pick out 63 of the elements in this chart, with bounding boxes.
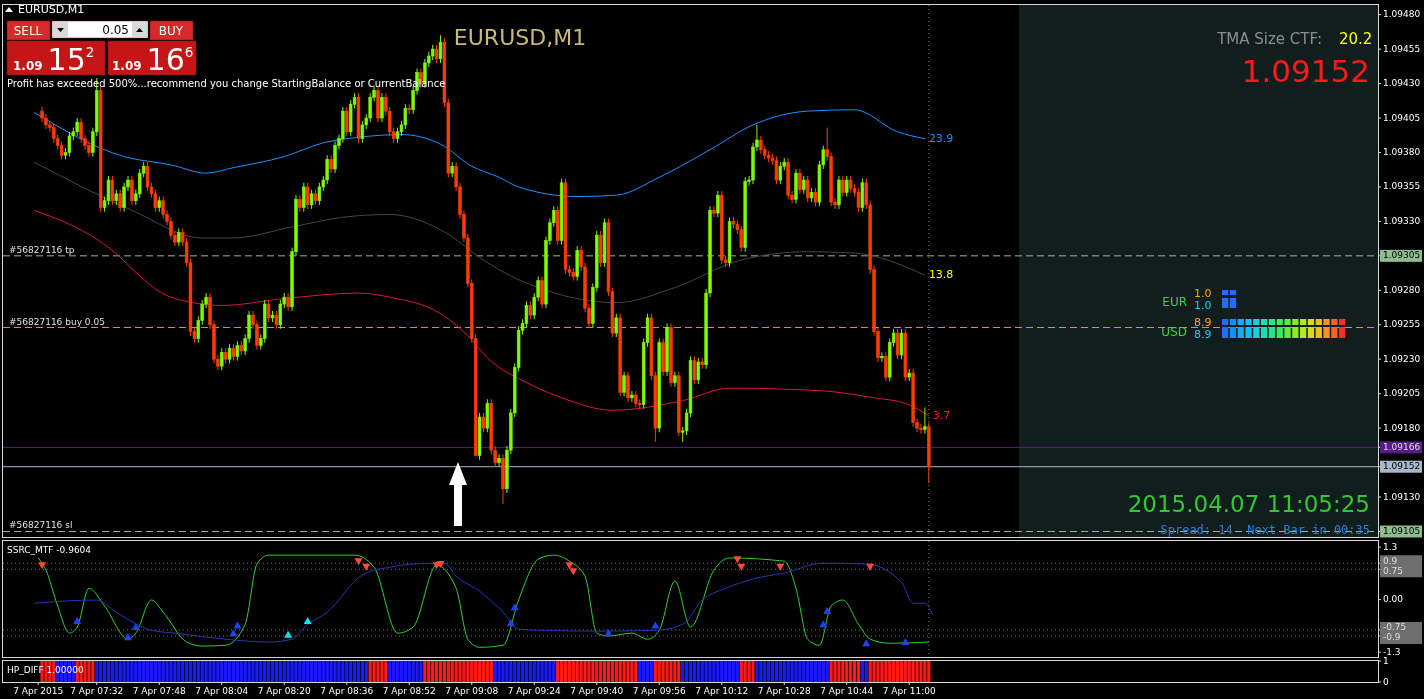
y-tick-label: 0.00 [1383, 594, 1404, 605]
annotation: USD [1161, 325, 1187, 339]
y-tick-label: 1.09180 [1383, 422, 1421, 433]
annotation: 13.8 [928, 268, 954, 282]
y-tick-label: 1.09205 [1383, 388, 1421, 399]
y-tick-label: 1.09330 [1383, 215, 1421, 226]
annotation: EURUSD,M1 [18, 3, 85, 16]
y-tick-label: 0.9 [1383, 555, 1398, 566]
y-tick-label: 1.09105 [1383, 525, 1421, 536]
annotation: 8.9 [1194, 316, 1212, 329]
x-tick-label: 7 Apr 07:48 [132, 686, 186, 696]
y-tick-label: 1.09305 [1383, 250, 1421, 261]
y-tick-label: -1.3 [1383, 646, 1401, 657]
ref-line-label: #56827116 tp [9, 244, 75, 255]
x-tick-label: 7 Apr 08:36 [320, 686, 374, 696]
y-tick-label: 1.09455 [1383, 43, 1421, 54]
ref-line-label: #56827116 buy 0.05 [9, 316, 105, 327]
x-tick-label: 7 Apr 08:04 [195, 686, 249, 696]
x-tick-label: 7 Apr 08:20 [257, 686, 311, 696]
x-tick-label: 7 Apr 09:08 [445, 686, 499, 696]
x-tick-label: 7 Apr 09:40 [570, 686, 624, 696]
y-tick-label: 1.09480 [1383, 9, 1421, 20]
x-tick-label: 7 Apr 09:56 [632, 686, 686, 696]
y-tick-label: 1.09166 [1383, 441, 1421, 452]
annotation: EUR [1162, 295, 1187, 309]
y-tick-label: 1 [1383, 655, 1389, 666]
y-tick-label: 1.3 [1383, 541, 1398, 552]
annotation: 8.9 [1194, 328, 1212, 341]
y-tick-label: -0.9 [1383, 632, 1401, 643]
annotation: 3.7 [932, 408, 951, 422]
y-tick-label: 1.09152 [1383, 461, 1421, 472]
x-tick-label: 7 Apr 08:52 [382, 686, 436, 696]
x-tick-label: 7 Apr 10:12 [695, 686, 749, 696]
x-tick-label: 7 Apr 2015 [13, 686, 64, 696]
ref-line-label: #56827116 sl [9, 520, 73, 531]
annotation: 23.9 [928, 131, 954, 145]
y-tick-label: 1.09430 [1383, 78, 1421, 89]
x-tick-label: 7 Apr 10:28 [757, 686, 811, 696]
y-tick-label: 0.75 [1383, 565, 1404, 576]
annotation: 1.09 15$^{2}$ [13, 42, 95, 77]
x-tick-label: 7 Apr 07:32 [70, 686, 124, 696]
annotation: 1.0 [1194, 299, 1212, 312]
x-tick-label: 7 Apr 09:24 [507, 686, 561, 696]
y-tick-label: 1.09355 [1383, 181, 1421, 192]
annotation: 1.0 [1194, 287, 1212, 300]
y-tick-label: 1.09230 [1383, 353, 1421, 364]
y-tick-label: 1.09130 [1383, 491, 1421, 502]
annotation: 2015.04.07 11:05:25 [1127, 491, 1370, 517]
annotation: 20.2 [1339, 30, 1373, 48]
annotation: 0.05 [102, 23, 129, 37]
y-tick-label: 0 [1383, 676, 1389, 687]
text: EURUSD,M1 [453, 25, 587, 50]
x-tick-label: 7 Apr 10:44 [820, 686, 874, 696]
annotation: SELL [13, 24, 43, 38]
y-tick-label: -0.75 [1383, 622, 1407, 633]
y-tick-label: 1.09405 [1383, 112, 1421, 123]
annotation: TMA Size CTF: [1216, 30, 1322, 48]
y-tick-label: 1.09280 [1383, 284, 1421, 295]
y-tick-label: 1.09255 [1383, 319, 1421, 330]
y-tick-label: 1.09380 [1383, 146, 1421, 157]
text: SSRC_MTF -0.9604 [7, 545, 92, 555]
annotation: BUY [158, 24, 184, 38]
x-tick-label: 7 Apr 11:00 [882, 686, 936, 696]
